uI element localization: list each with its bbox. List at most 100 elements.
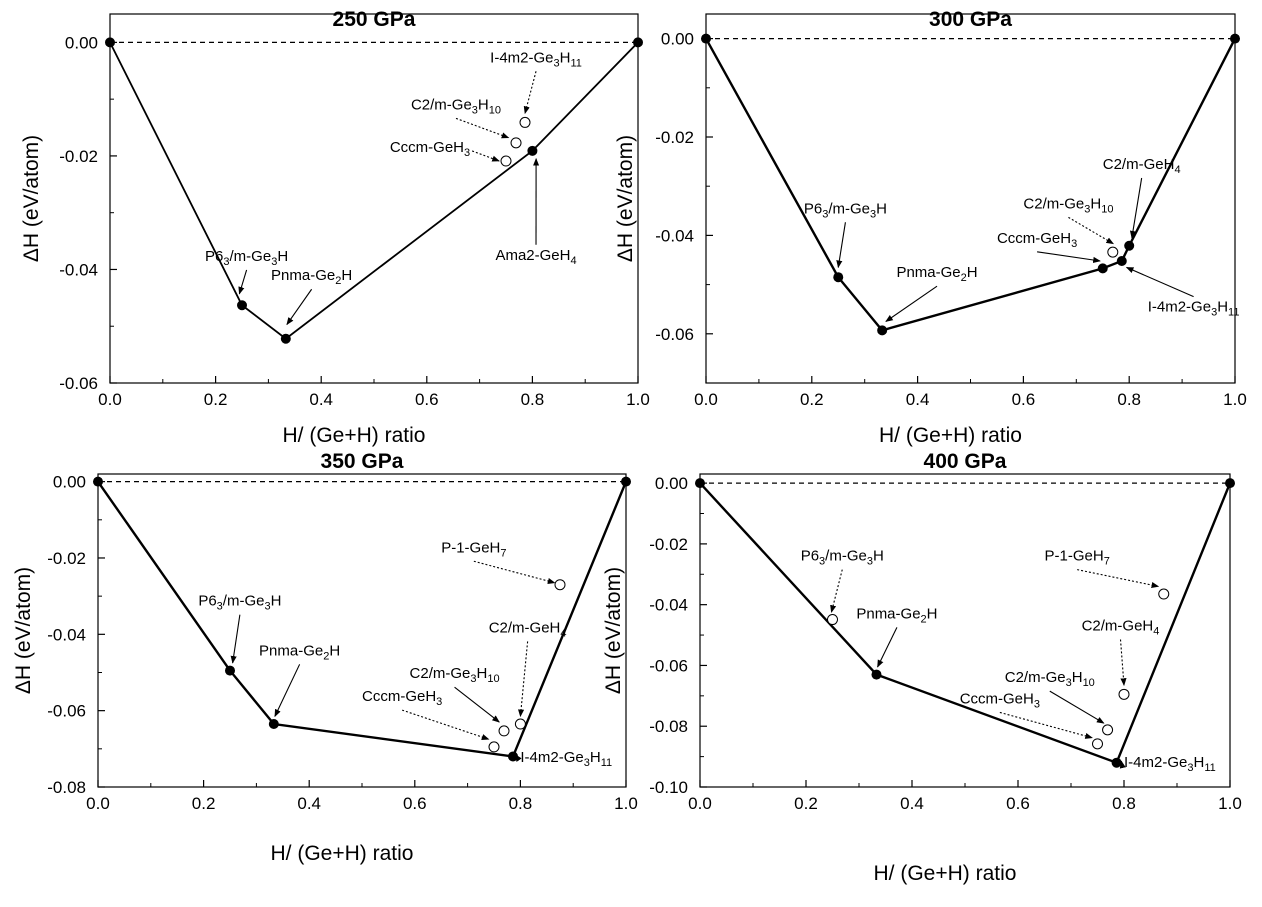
annotation-arrow [877, 627, 898, 668]
x-tick-label: 0.0 [694, 390, 718, 409]
phase-label: Pnma-Ge2H [856, 605, 937, 625]
y-tick-label: -0.04 [47, 625, 86, 644]
phase-label: P63/m-Ge3H [801, 548, 884, 568]
stable-point [268, 719, 279, 730]
stable-point [695, 478, 705, 489]
stable-point [1097, 263, 1108, 274]
phase-label: C2/m-GeH4 [1082, 618, 1160, 638]
x-tick-label: 0.6 [1012, 390, 1036, 409]
y-tick-label: 0.00 [53, 473, 86, 492]
annotation-arrow [1125, 266, 1194, 298]
phase-label: C2/m-Ge3H10 [1023, 195, 1113, 215]
stable-point [701, 33, 711, 44]
annotation-arrow [454, 686, 500, 723]
phase-label: I-4m2-Ge3H11 [520, 749, 612, 769]
phase-label: C2/m-Ge3H10 [410, 665, 500, 685]
annotation-arrow [238, 269, 248, 295]
annotation-arrow [517, 641, 529, 718]
annotation-arrow [885, 285, 938, 322]
x-tick-label: 0.8 [521, 390, 545, 409]
annotation-arrow [514, 753, 522, 762]
x-tick-label: 0.4 [906, 390, 930, 409]
phase-label: C2/m-GeH4 [1103, 156, 1181, 176]
y-axis-label: ΔH (eV/atom) [12, 567, 35, 694]
phase-label: Cccm-GeH3 [362, 688, 442, 708]
x-axis-label: H/ (Ge+H) ratio [271, 842, 414, 865]
annotation-arrow [1037, 251, 1101, 264]
x-tick-label: 0.4 [900, 794, 924, 813]
stable-point [93, 476, 103, 487]
x-tick-label: 0.4 [309, 390, 333, 409]
y-tick-label: -0.02 [59, 147, 98, 166]
stable-point [633, 37, 643, 48]
x-tick-label: 1.0 [1218, 794, 1242, 813]
y-tick-label: -0.02 [649, 535, 688, 554]
stable-point [225, 665, 235, 676]
x-tick-label: 1.0 [626, 390, 650, 409]
y-tick-label: -0.02 [47, 549, 86, 568]
y-tick-label: -0.08 [47, 778, 86, 797]
phase-label: Ama2-GeH4 [495, 247, 576, 267]
panel-4: 0.0 0.2 0.4 0.6 0.8 1.0 0.00 -0.02 -0.04 -0.06 -0.… [602, 450, 1242, 885]
stable-point [1124, 240, 1135, 251]
stable-point [280, 333, 291, 344]
annotation-arrow [523, 71, 537, 115]
annotation-arrow [1119, 760, 1126, 769]
phase-label: Cccm-GeH3 [997, 230, 1077, 250]
stable-point [621, 476, 631, 487]
stable-point [877, 325, 888, 336]
annotation-arrow [830, 569, 843, 614]
stable-point [1111, 757, 1122, 768]
unstable-point [1092, 738, 1103, 750]
y-tick-label: -0.10 [649, 778, 688, 797]
phase-label: C2/m-Ge3H10 [1005, 669, 1095, 689]
unstable-point [554, 579, 566, 591]
unstable-point [488, 741, 500, 753]
phase-label: C2/m-Ge3H10 [411, 96, 501, 116]
x-tick-label: 0.6 [403, 794, 427, 813]
y-axis-label: ΔH (eV/atom) [20, 135, 43, 262]
annotation-arrow [1077, 569, 1160, 589]
phase-label: P63/m-Ge3H [205, 248, 288, 268]
annotation-arrow [401, 709, 490, 740]
annotation-arrow [1119, 639, 1127, 686]
phase-label: C2/m-GeH4 [489, 619, 567, 639]
phase-label: P63/m-Ge3H [198, 593, 281, 613]
stable-point [871, 669, 882, 680]
panel-title: 250 GPa [333, 8, 416, 31]
stable-point [105, 37, 115, 48]
phase-label: Pnma-Ge2H [271, 267, 352, 287]
y-axis-label: ΔH (eV/atom) [602, 567, 625, 694]
stable-point [1116, 255, 1127, 266]
y-tick-label: -0.06 [655, 325, 694, 344]
convex-hull-line [704, 38, 1237, 332]
annotation-arrow [836, 222, 846, 269]
phase-label: P-1-GeH7 [1045, 548, 1110, 568]
x-tick-label: 0.8 [1117, 390, 1141, 409]
phase-label: I-4m2-Ge3H11 [1148, 299, 1240, 319]
y-tick-label: -0.04 [649, 596, 688, 615]
unstable-point [514, 718, 526, 730]
x-tick-label: 0.0 [688, 794, 712, 813]
x-tick-label: 0.8 [1112, 794, 1136, 813]
x-tick-label: 0.6 [415, 390, 439, 409]
phase-label: Pnma-Ge2H [259, 642, 340, 662]
phase-label: P63/m-Ge3H [804, 200, 887, 220]
stable-point [833, 272, 844, 283]
y-tick-label: -0.02 [655, 128, 694, 147]
annotation-arrow [473, 560, 556, 584]
panel-3: 0.0 0.2 0.4 0.6 0.8 1.0 0.00 -0.02 -0.04 -0.06 -0.… [12, 450, 638, 865]
phase-label: I-4m2-Ge3H11 [1124, 754, 1216, 774]
unstable-point [1102, 724, 1114, 736]
x-tick-label: 0.8 [509, 794, 533, 813]
x-tick-label: 0.0 [98, 390, 122, 409]
unstable-point [498, 725, 510, 737]
convex-hull-line [109, 41, 639, 340]
convex-hull-line [699, 482, 1232, 765]
x-axis-label: H/ (Ge+H) ratio [879, 424, 1022, 447]
annotation-arrow [1129, 177, 1143, 239]
annotation-arrow [274, 664, 301, 718]
annotation-arrow [1068, 216, 1114, 245]
stable-point [527, 145, 538, 156]
